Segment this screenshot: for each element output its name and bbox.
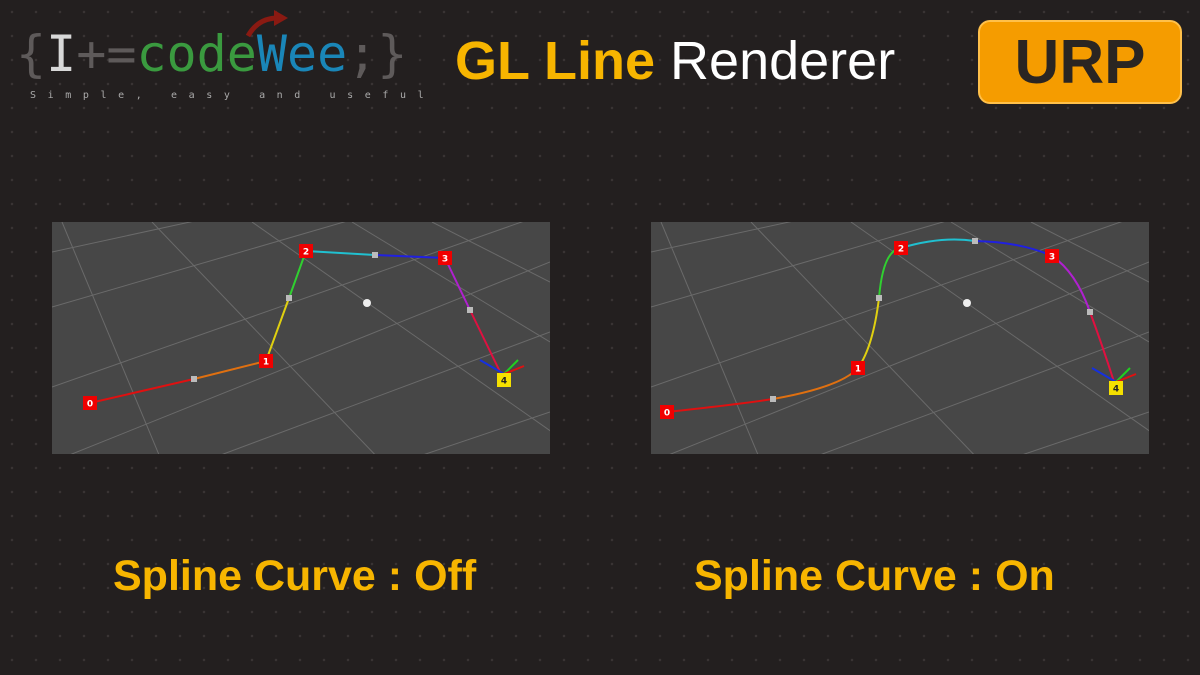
line-segment <box>469 309 505 381</box>
grid-line <box>1023 411 1149 454</box>
gizmo-y-axis <box>503 359 519 375</box>
grid-line <box>221 331 550 454</box>
page-title: GL Line Renderer <box>455 31 896 91</box>
handle-point <box>876 295 882 301</box>
point-marker <box>851 361 865 375</box>
point-marker <box>1109 381 1123 395</box>
grid-line <box>251 222 550 432</box>
point-marker <box>497 373 511 387</box>
point-marker <box>259 354 273 368</box>
logo: {I+=codeWee;} <box>16 25 408 83</box>
handle-point <box>467 307 473 313</box>
point-label: 3 <box>442 255 448 265</box>
handle-point <box>286 295 292 301</box>
point-label: 3 <box>1049 253 1055 263</box>
grid-line <box>431 222 550 283</box>
point-label: 2 <box>303 248 309 258</box>
grid-line <box>52 222 346 308</box>
point-label: 1 <box>855 365 861 375</box>
line-segment <box>193 360 267 380</box>
gizmo-x-axis <box>503 365 525 375</box>
scene-view-spline-on: 0 1 2 3 4 <box>651 222 1149 454</box>
grid-line <box>651 222 1123 388</box>
line-segment <box>288 250 307 299</box>
grid-line <box>151 222 376 454</box>
grid-line <box>424 411 550 454</box>
point-label: 0 <box>87 400 93 410</box>
grid-line <box>820 331 1149 454</box>
line-segment <box>89 378 195 404</box>
grid-line <box>351 222 550 343</box>
line-segment <box>444 257 471 311</box>
handle-point <box>191 376 197 382</box>
line-segment <box>265 297 290 362</box>
pivot-icon <box>363 299 371 307</box>
line-segment <box>666 398 774 413</box>
caption-spline-off: Spline Curve : Off <box>113 552 477 600</box>
grid-line <box>61 222 160 454</box>
gizmo-z-axis <box>479 359 505 375</box>
line-segment <box>1089 311 1117 389</box>
handle-point <box>770 396 776 402</box>
grid-line <box>669 261 1149 454</box>
line-segment <box>1051 255 1091 313</box>
handle-point <box>1087 309 1093 315</box>
line-segment <box>305 250 376 256</box>
gizmo-x-axis <box>1115 373 1137 383</box>
pivot-icon <box>963 299 971 307</box>
grid-line <box>1030 222 1149 283</box>
gizmo-z-axis <box>1091 367 1117 383</box>
point-label: 2 <box>898 245 904 255</box>
line-segment <box>900 238 976 249</box>
grid-line <box>52 222 524 388</box>
caption-spline-on: Spline Curve : On <box>694 552 1055 600</box>
point-label: 4 <box>501 377 507 387</box>
grid-line <box>850 222 1149 432</box>
point-marker <box>299 244 313 258</box>
grid-line <box>950 222 1149 343</box>
point-marker <box>438 251 452 265</box>
point-label: 0 <box>664 409 670 419</box>
point-marker <box>1045 249 1059 263</box>
point-marker <box>894 241 908 255</box>
point-label: 4 <box>1113 385 1119 395</box>
grid-line <box>750 222 975 454</box>
line-segment <box>374 254 446 259</box>
logo-tagline: Simple, easy and useful <box>30 90 436 101</box>
scene-view-spline-off: 0 1 2 3 4 <box>52 222 550 454</box>
grid-line <box>70 261 550 454</box>
grid-line <box>660 222 759 454</box>
handle-point <box>372 252 378 258</box>
point-marker <box>83 396 97 410</box>
urp-badge: URP <box>978 20 1182 104</box>
grid-line <box>52 222 193 253</box>
gizmo-y-axis <box>1115 367 1131 383</box>
logo-arrow-icon <box>245 10 288 38</box>
point-marker <box>660 405 674 419</box>
line-segment <box>878 247 902 299</box>
grid-line <box>651 222 792 253</box>
grid-line <box>651 222 945 308</box>
handle-point <box>972 238 978 244</box>
point-label: 1 <box>263 358 269 368</box>
